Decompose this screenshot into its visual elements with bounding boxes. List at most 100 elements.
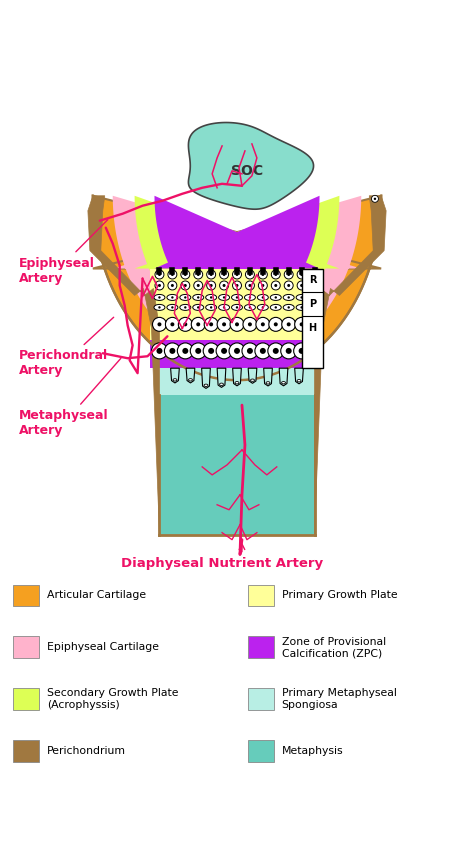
Polygon shape [93,196,381,381]
Circle shape [262,306,264,309]
Polygon shape [186,369,195,383]
Text: SOC: SOC [231,164,263,178]
Ellipse shape [270,305,281,311]
Circle shape [230,318,244,331]
Bar [13,584,39,607]
Circle shape [274,306,277,309]
Circle shape [204,318,218,331]
Bar [13,636,39,658]
Circle shape [207,270,216,279]
Circle shape [268,343,284,359]
Text: Perichondral
Artery: Perichondral Artery [19,318,114,377]
Circle shape [258,270,267,279]
Circle shape [168,281,177,290]
Circle shape [258,281,267,290]
Circle shape [308,318,321,331]
Circle shape [168,270,177,279]
Ellipse shape [206,305,217,311]
Circle shape [155,281,164,290]
Circle shape [210,296,212,299]
Circle shape [209,323,213,326]
Circle shape [300,323,304,326]
Text: Perichondrium: Perichondrium [47,746,126,756]
Circle shape [311,348,318,354]
Circle shape [234,348,240,354]
Ellipse shape [167,305,178,311]
Circle shape [182,348,188,354]
Circle shape [197,273,200,276]
Circle shape [274,296,277,299]
Circle shape [223,306,225,309]
Circle shape [184,306,186,309]
Circle shape [281,343,297,359]
Text: Epiphyseal Cartilage: Epiphyseal Cartilage [47,642,159,652]
Ellipse shape [283,305,294,311]
Bar [248,688,274,710]
Circle shape [243,318,257,331]
Circle shape [313,296,316,299]
Ellipse shape [154,294,165,300]
Polygon shape [113,196,361,360]
Circle shape [233,281,241,290]
Bar [149,340,325,369]
Circle shape [196,323,200,326]
Ellipse shape [257,294,268,300]
Circle shape [274,284,277,287]
Circle shape [210,273,213,276]
Text: Secondary Growth Plate
(Acrophyssis): Secondary Growth Plate (Acrophyssis) [47,689,179,710]
Polygon shape [171,369,179,383]
Circle shape [255,343,271,359]
Circle shape [217,318,231,331]
Polygon shape [155,196,319,318]
Circle shape [165,318,179,331]
Circle shape [261,284,264,287]
Polygon shape [135,196,339,338]
Polygon shape [264,369,273,386]
Circle shape [313,273,316,276]
Circle shape [256,318,270,331]
Ellipse shape [219,305,229,311]
Circle shape [181,270,190,279]
Circle shape [288,306,290,309]
Ellipse shape [206,294,217,300]
Circle shape [207,281,216,290]
Ellipse shape [180,294,191,300]
Circle shape [158,273,161,276]
Text: Metaphysis: Metaphysis [282,746,343,756]
Ellipse shape [266,381,270,384]
Ellipse shape [154,305,165,311]
Polygon shape [88,196,159,535]
Circle shape [164,343,180,359]
Circle shape [284,281,293,290]
Circle shape [288,296,290,299]
Circle shape [310,270,319,279]
Ellipse shape [235,381,239,384]
Circle shape [248,273,251,276]
Circle shape [194,281,203,290]
Circle shape [158,306,161,309]
Circle shape [210,284,213,287]
Bar [159,369,315,395]
Circle shape [170,323,174,326]
Ellipse shape [231,294,243,300]
Circle shape [171,284,174,287]
Ellipse shape [257,305,268,311]
Bar [13,740,39,762]
Circle shape [246,281,255,290]
Circle shape [181,281,190,290]
Circle shape [247,348,253,354]
Ellipse shape [270,294,281,300]
Circle shape [269,318,283,331]
Polygon shape [201,369,210,388]
Circle shape [236,284,238,287]
Circle shape [153,318,166,331]
Polygon shape [233,369,241,386]
Circle shape [300,273,303,276]
Circle shape [178,318,192,331]
Circle shape [171,273,174,276]
Bar [248,636,274,658]
Circle shape [301,306,303,309]
Circle shape [233,270,241,279]
Circle shape [190,343,206,359]
Circle shape [223,284,226,287]
